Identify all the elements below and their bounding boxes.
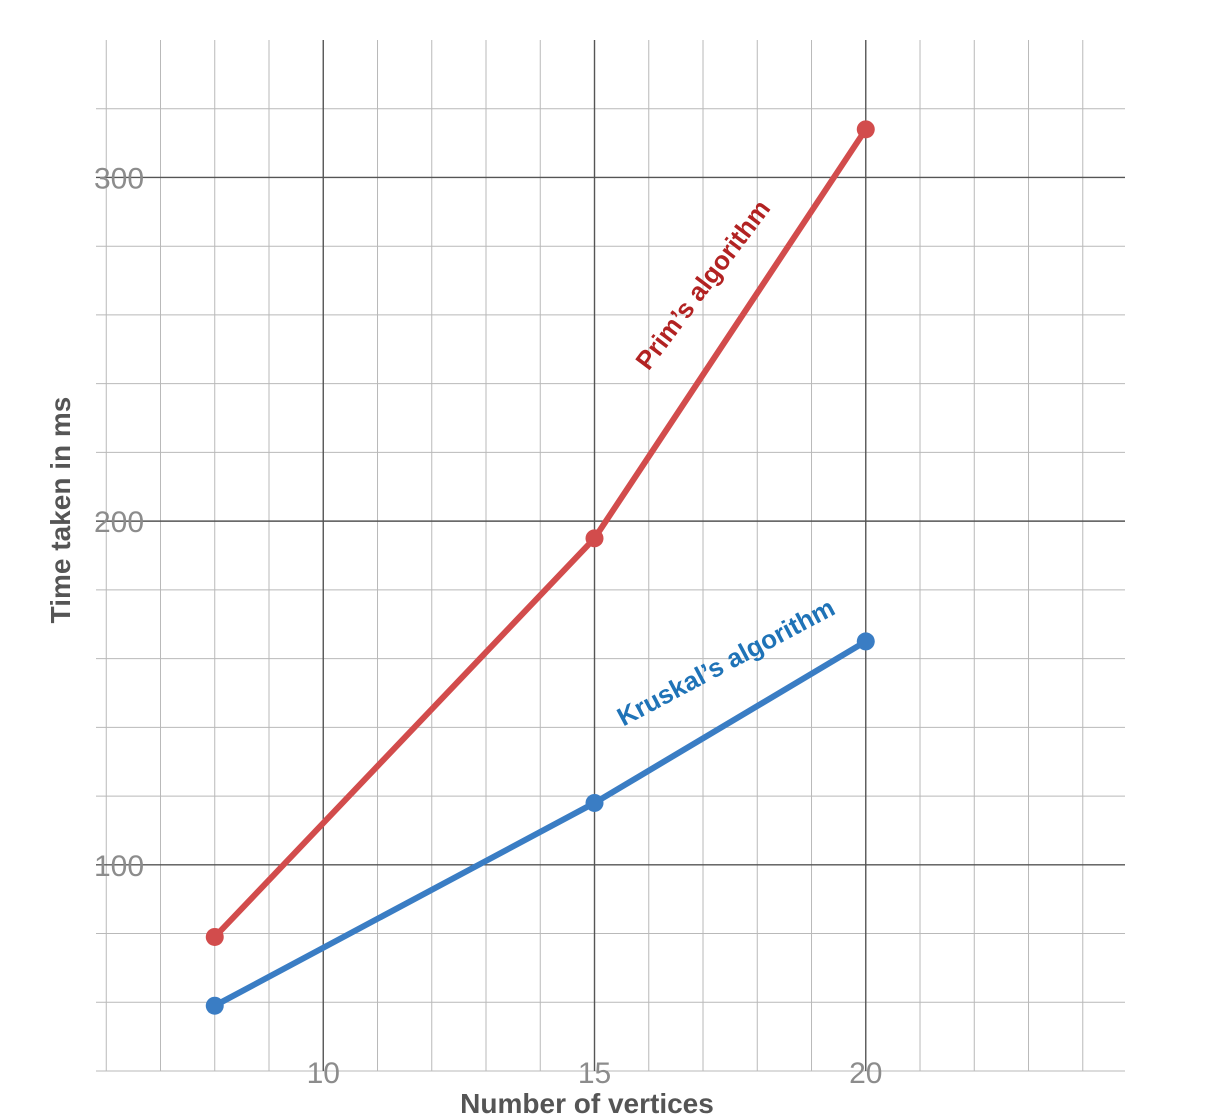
series-layer <box>205 120 875 1015</box>
data-point <box>856 632 875 651</box>
series-label-kruskal: Kruskal’s algorithm <box>612 592 840 732</box>
y-tick-label: 200 <box>94 506 144 539</box>
data-point <box>585 529 604 548</box>
minor-grid <box>96 40 1125 1072</box>
x-tick-label: 10 <box>307 1057 340 1090</box>
data-point <box>585 793 604 812</box>
y-axis-ticks: 100 200 300 <box>94 162 144 882</box>
x-tick-label: 20 <box>849 1057 882 1090</box>
x-axis-label: Number of vertices <box>460 1088 714 1119</box>
x-axis-ticks: 10 15 20 <box>307 1057 883 1090</box>
data-point <box>205 927 224 946</box>
major-grid <box>96 40 1125 1071</box>
y-tick-label: 100 <box>94 850 144 883</box>
y-axis-label: Time taken in ms <box>45 397 76 624</box>
data-point <box>856 120 875 139</box>
x-tick-label: 15 <box>578 1057 611 1090</box>
y-tick-label: 300 <box>94 162 144 195</box>
data-point <box>205 996 224 1015</box>
